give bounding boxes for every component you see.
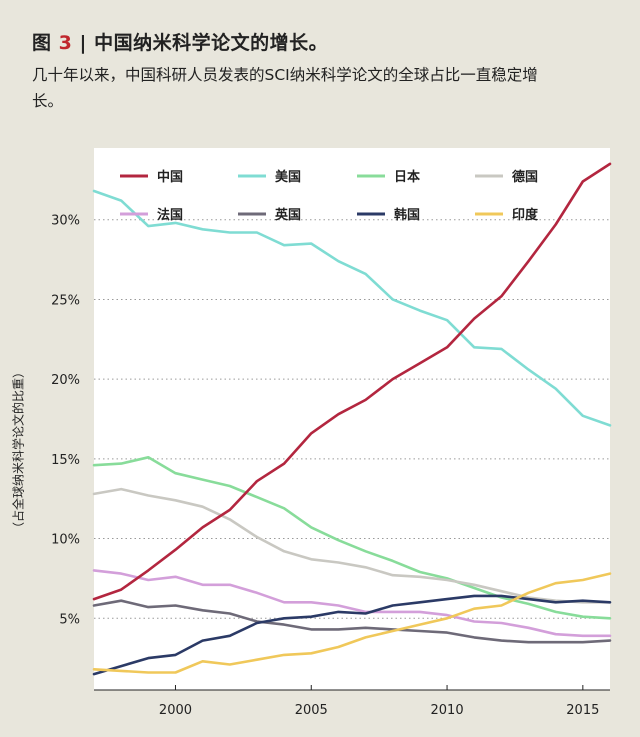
series-line: [92, 162, 612, 601]
y-tick-label: 15%: [51, 453, 80, 468]
series-line: [92, 189, 612, 427]
figure-subtitle: 几十年以来，中国科研人员发表的SCI纳米科学论文的全球占比一直稳定增长。: [32, 66, 538, 110]
figure-title-text: 中国纳米科学论文的增长。: [94, 32, 329, 54]
y-tick-label: 10%: [51, 533, 80, 548]
figure-number: 3: [58, 32, 73, 54]
y-axis-label: （占全球纳米科学论文的比重）: [11, 365, 26, 535]
series-line: [92, 572, 612, 674]
figure-label: 图: [32, 32, 52, 54]
legend-label: 中国: [157, 169, 183, 185]
legend-label: 美国: [275, 169, 301, 185]
series-line: [92, 455, 612, 620]
legend-label: 英国: [274, 207, 301, 223]
legend-label: 法国: [157, 207, 183, 223]
y-tick-label: 5%: [59, 612, 80, 627]
x-tick-label: 2000: [159, 703, 192, 718]
series-line: [92, 599, 612, 644]
series-line: [92, 569, 612, 638]
series-line: [92, 487, 612, 604]
legend-label: 韩国: [394, 207, 420, 223]
x-tick-label: 2015: [566, 703, 599, 718]
legend-label: 印度: [512, 207, 539, 223]
x-tick-label: 2005: [295, 703, 328, 718]
series-line: [92, 594, 612, 676]
y-tick-label: 30%: [51, 214, 80, 229]
title-separator: |: [79, 32, 87, 54]
y-tick-label: 20%: [51, 373, 80, 388]
figure-title: 图 3 | 中国纳米科学论文的增长。: [32, 28, 328, 55]
legend-label: 德国: [512, 169, 538, 185]
x-tick-label: 2010: [431, 703, 464, 718]
y-tick-label: 25%: [51, 293, 80, 308]
legend-label: 日本: [394, 169, 420, 185]
